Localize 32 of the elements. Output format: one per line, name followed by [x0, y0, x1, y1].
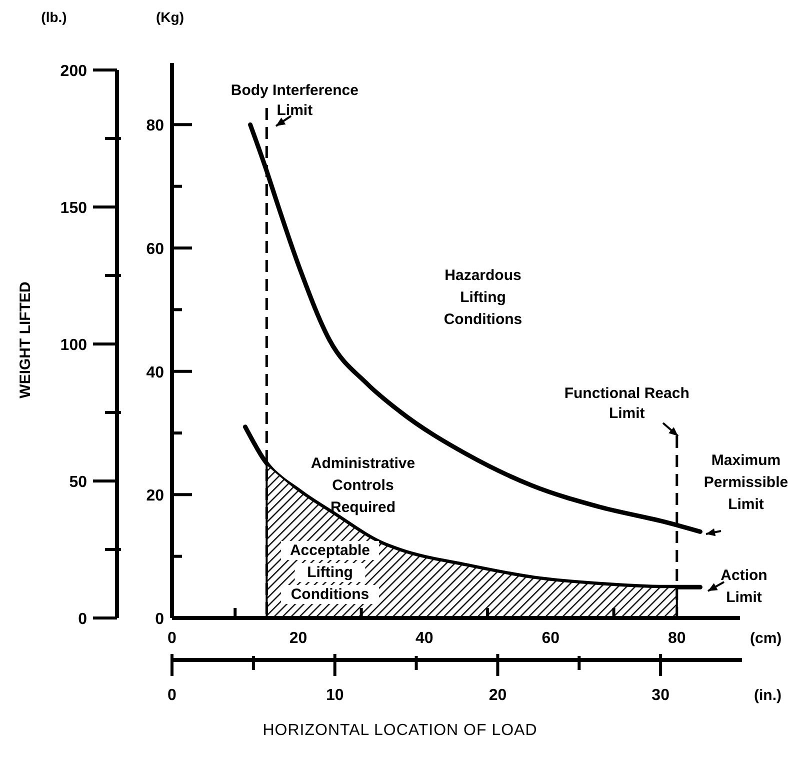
y-tick-label: 60: [146, 241, 164, 258]
text: WEIGHT LIFTED: [17, 282, 34, 398]
text: HORIZONTAL LOCATION OF LOAD: [262, 722, 538, 739]
y-tick-label: 40: [146, 364, 164, 382]
ref-line-label: Body Interference Limit: [230, 82, 358, 119]
x-tick-label: 40: [416, 630, 434, 647]
y2-tick-label: 100: [60, 337, 88, 354]
x-tick-label: 0: [168, 630, 177, 647]
ref-line-label: Functional Reach Limit: [564, 385, 690, 422]
x-tick-label: 20: [289, 630, 308, 647]
x2-axis-title: (in.): [754, 687, 782, 704]
annotation: Administrative Controls Required: [310, 455, 416, 516]
x2-tick-label: 10: [326, 687, 344, 704]
y2-tick-label: 0: [78, 611, 88, 628]
x2-tick-label: 0: [168, 687, 177, 704]
legend-label: Action Limit: [720, 567, 768, 606]
x-tick-label: 80: [668, 630, 686, 647]
y2-tick-label: 50: [69, 474, 88, 491]
y-tick-label: 80: [146, 118, 164, 135]
x-axis-title: (cm): [750, 630, 782, 647]
x2-tick-label: 30: [652, 687, 670, 704]
y2-tick-label: 150: [60, 200, 88, 217]
y2-axis-title: (lb.): [41, 9, 67, 25]
y-tick-label: 20: [146, 488, 164, 505]
annotation: Hazardous Lifting Conditions: [444, 267, 522, 328]
y-axis-title: (Kg): [156, 9, 184, 25]
annotation: Acceptable Lifting Conditions: [290, 542, 370, 603]
y-tick-label: 0: [155, 611, 164, 628]
series-label: Maximum Permissible Limit: [704, 452, 788, 513]
x-tick-label: 60: [542, 630, 560, 647]
y2-tick-label: 200: [60, 63, 88, 80]
x2-tick-label: 20: [488, 687, 507, 704]
